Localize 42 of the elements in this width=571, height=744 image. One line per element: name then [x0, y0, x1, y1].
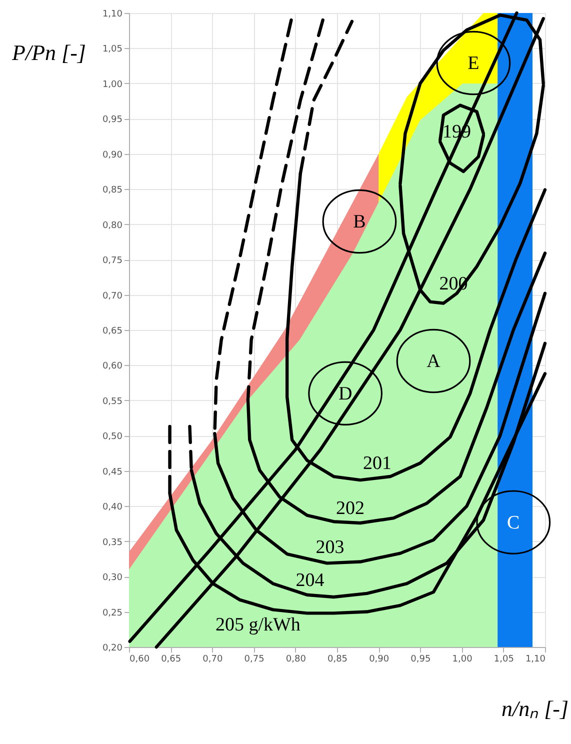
annotation: C: [507, 512, 520, 534]
y-tick-label: 0,85: [102, 186, 122, 196]
annotation: E: [468, 53, 480, 74]
x-tick-label: 0,70: [202, 654, 223, 664]
annotation: B: [353, 212, 366, 233]
x-tick-label: 0,65: [161, 654, 182, 664]
y-tick-label: 0,40: [102, 502, 123, 513]
x-tick-label: 1,00: [452, 654, 473, 664]
annotation: 205 g/kWh: [215, 614, 301, 636]
x-tick-label: 1,05: [494, 654, 514, 664]
x-tick-label: 1,10: [525, 654, 546, 664]
y-tick-label: 1,05: [102, 44, 122, 55]
y-tick-label: 0,95: [102, 115, 122, 126]
x-tick-label: 0,60: [130, 654, 150, 664]
annotation: D: [338, 383, 352, 404]
y-axis-title: P/Pn [-]: [11, 40, 86, 65]
y-tick-label: 1,00: [102, 80, 123, 90]
y-tick-label: 0,60: [102, 362, 123, 372]
y-tick-label: 0,45: [102, 467, 122, 478]
y-tick-label: 0,25: [102, 608, 122, 618]
y-tick-label: 0,30: [102, 573, 123, 584]
annotation: 203: [316, 537, 344, 558]
x-tick-label: 0,80: [286, 654, 306, 664]
x-tick-label: 0,85: [327, 654, 348, 664]
x-tick-label: 0,95: [410, 654, 431, 664]
x-tick-label: 0,75: [244, 654, 264, 664]
y-tick-label: 0,55: [102, 396, 122, 407]
annotation: A: [426, 350, 441, 372]
x-axis-title: n/nₙ [-]: [501, 696, 569, 721]
y-tick-label: 0,80: [102, 220, 123, 231]
annotation: 202: [336, 498, 365, 520]
y-tick-label: 0,20: [102, 644, 123, 654]
annotation: 201: [363, 453, 392, 474]
y-tick-label: 0,70: [102, 291, 123, 302]
y-tick-label: 0,75: [102, 256, 122, 266]
y-tick-label: 0,90: [102, 150, 123, 160]
annotation: 204: [296, 570, 325, 591]
y-tick-label: 0,35: [102, 538, 122, 548]
y-tick-label: 0,65: [102, 326, 122, 336]
x-tick-label: 0,90: [369, 654, 390, 664]
y-tick-label: 1,10: [102, 10, 123, 20]
y-tick-label: 0,50: [102, 432, 123, 442]
